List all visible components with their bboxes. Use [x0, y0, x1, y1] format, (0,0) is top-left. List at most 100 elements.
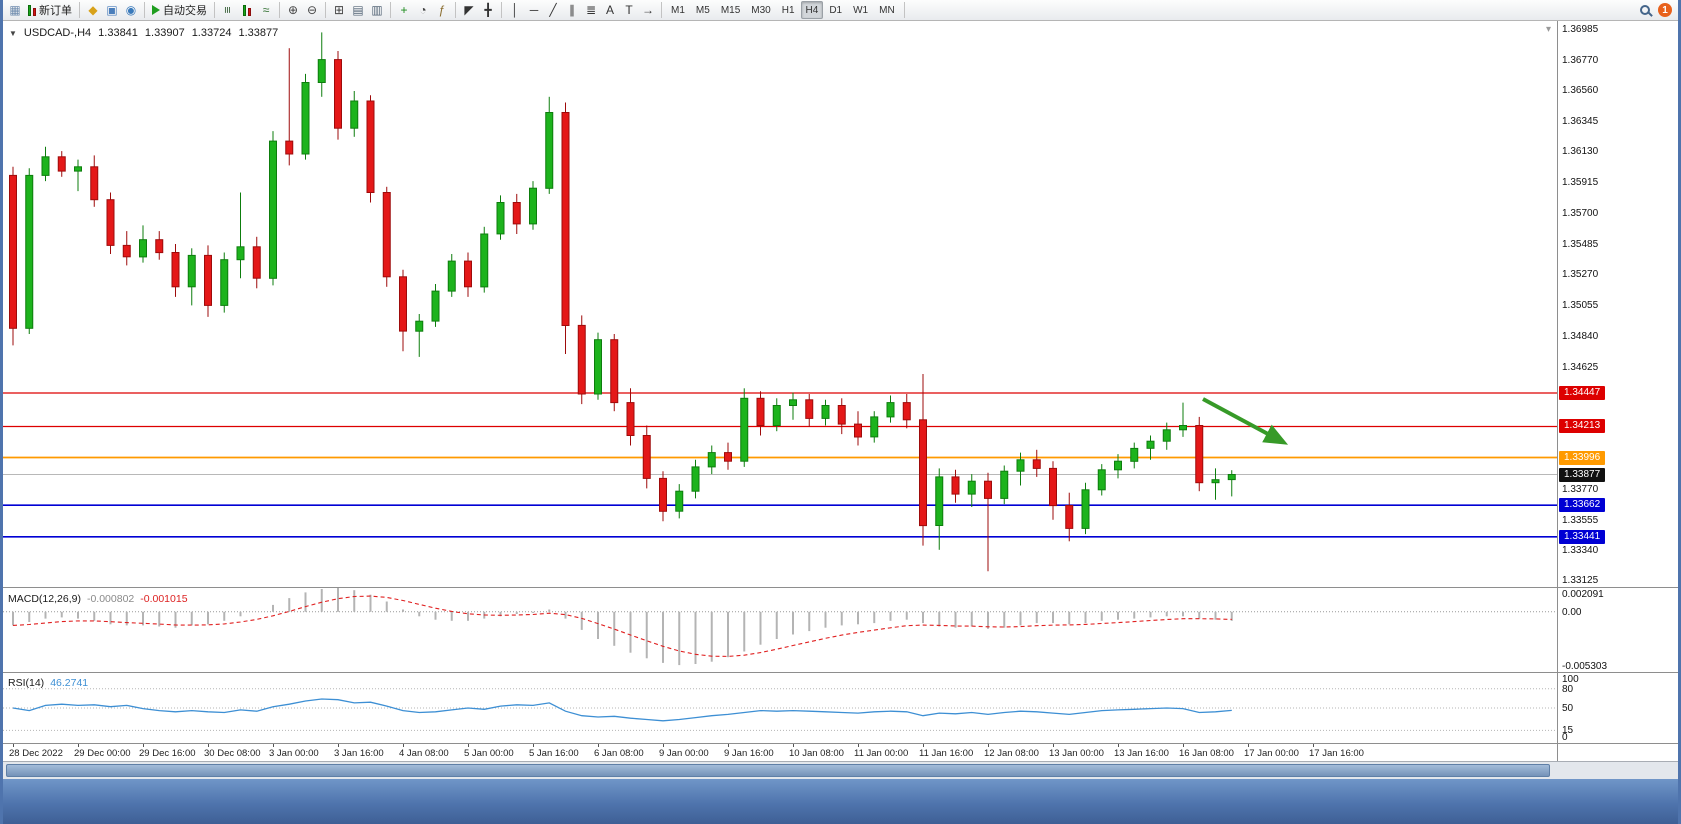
candle — [854, 411, 862, 446]
macd-axis-tick: 0.002091 — [1562, 589, 1604, 600]
toolbar-separator — [325, 2, 326, 18]
candle — [317, 32, 326, 97]
toolbar-separator — [390, 2, 391, 18]
price-badge: 1.33877 — [1559, 468, 1606, 482]
price-tick: 1.35055 — [1562, 300, 1599, 312]
candle — [594, 332, 602, 400]
toolbar-separator — [214, 2, 215, 18]
trendline-icon[interactable]: ╱ — [544, 1, 562, 19]
rsi-header: RSI(14) 46.2741 — [8, 677, 88, 689]
horizontal-scrollbar[interactable] — [3, 761, 1678, 779]
candle — [41, 146, 50, 182]
candle — [496, 195, 505, 240]
candle — [886, 395, 895, 423]
chart-corner-marker[interactable]: ▾ — [1545, 24, 1551, 35]
panel-separator[interactable] — [3, 672, 1678, 673]
tf-M5[interactable]: M5 — [695, 4, 710, 16]
price-tick: 1.34840 — [1562, 330, 1599, 342]
bar-chart-icon: ≡ — [220, 6, 235, 14]
community-icon: ◉ — [125, 3, 137, 17]
candle — [480, 226, 489, 293]
macd-canvas[interactable] — [3, 588, 1557, 672]
tf-M15[interactable]: M15 — [720, 4, 741, 16]
tf-MN[interactable]: MN — [879, 4, 895, 16]
grid-icon[interactable]: ⊞ — [330, 1, 348, 19]
crosshair-icon[interactable]: ╋ — [479, 1, 497, 19]
scrollbar-thumb[interactable] — [6, 764, 1550, 777]
rsi-axis-tick: 15 — [1562, 725, 1574, 737]
toolbar-separator — [455, 2, 456, 18]
time-tick — [338, 744, 339, 747]
tile-windows-icon[interactable]: ▤ — [349, 1, 367, 19]
new-chart-icon: + — [400, 3, 408, 17]
market-icon[interactable]: ▣ — [103, 1, 121, 19]
time-tick — [1183, 744, 1184, 747]
line-chart-icon[interactable]: ≈ — [257, 1, 275, 19]
time-label: 3 Jan 00:00 — [269, 748, 319, 759]
candle — [1097, 464, 1106, 496]
new-order-button[interactable]: 新订单 — [25, 1, 75, 19]
horizontal-line-icon[interactable]: ─ — [525, 1, 543, 19]
candle — [1179, 402, 1187, 437]
tf-H1[interactable]: H1 — [781, 4, 795, 16]
rsi-canvas[interactable] — [3, 673, 1557, 743]
channel-icon[interactable]: ∥ — [563, 1, 581, 19]
candle — [139, 225, 147, 263]
shapes-icon[interactable]: → — [639, 1, 657, 19]
candle — [545, 96, 554, 194]
time-label: 11 Jan 00:00 — [854, 748, 909, 759]
fibonacci-icon[interactable]: ≣ — [582, 1, 600, 19]
time-axis[interactable]: 28 Dec 2022 29 Dec 00:00 29 Dec 16:00 30 De… — [3, 744, 1557, 761]
candle — [821, 399, 830, 426]
bar-chart-icon[interactable]: ≡ — [219, 1, 237, 19]
notification-badge[interactable]: 1 — [1655, 1, 1675, 19]
new-chart-icon[interactable]: + — [395, 1, 413, 19]
community-icon[interactable]: ◉ — [122, 1, 140, 19]
time-label: 5 Jan 16:00 — [529, 748, 579, 759]
toolbar-separator — [144, 2, 145, 18]
badge-count: 1 — [1658, 3, 1672, 17]
line-chart-icon: ≈ — [262, 3, 270, 17]
tf-W1[interactable]: W1 — [853, 4, 869, 16]
auto-trading-button[interactable]: 自动交易 — [149, 1, 210, 19]
price-tick: 1.36345 — [1562, 115, 1599, 127]
zoom-in-icon[interactable]: ⊕ — [284, 1, 302, 19]
vertical-line-icon[interactable]: │ — [506, 1, 524, 19]
signals-icon[interactable]: ◆ — [84, 1, 102, 19]
indicators-icon[interactable]: ƒ — [433, 1, 451, 19]
tf-M1[interactable]: M1 — [671, 4, 685, 16]
tf-D1[interactable]: D1 — [829, 4, 843, 16]
toolbar: ▦ 新订单 ◆ ▣ ◉ 自动交易 ≡ ≈ ⊕ ⊖ ⊞ ▤ ▥ + ◔ ƒ ◤ ╋ │ ─ ╱ ∥ ≣ A T → M1 M5 M15 M3… — [3, 0, 1678, 21]
time-label: 29 Dec 16:00 — [139, 748, 196, 759]
zoom-out-icon[interactable]: ⊖ — [303, 1, 321, 19]
candle — [789, 392, 797, 420]
candle — [756, 391, 765, 436]
rsi-axis-tick: 100 — [1562, 674, 1579, 685]
time-tick — [1118, 744, 1119, 747]
text-icon[interactable]: A — [601, 1, 619, 19]
tf-H4[interactable]: H4 — [800, 1, 824, 19]
cursor-icon[interactable]: ◤ — [460, 1, 478, 19]
cursor-icon: ◤ — [464, 3, 474, 17]
candle — [951, 469, 960, 503]
candle — [805, 394, 814, 427]
candle — [431, 284, 440, 327]
panel-separator[interactable] — [3, 587, 1678, 588]
new-order-button-label: 新订单 — [39, 5, 72, 17]
main-chart-canvas[interactable] — [3, 21, 1557, 587]
shapes-icon: → — [642, 3, 654, 17]
cascade-windows-icon[interactable]: ▥ — [368, 1, 386, 19]
profiles-icon[interactable]: ◔ — [414, 1, 432, 19]
search-icon[interactable] — [1636, 1, 1654, 19]
candle — [691, 459, 700, 499]
trend-arrow-annotation[interactable] — [1202, 397, 1289, 445]
price-axis[interactable]: 1.36985 1.36770 1.36560 1.36345 1.36130 1.359… — [1557, 21, 1677, 761]
candle — [366, 95, 375, 203]
tf-M30[interactable]: M30 — [751, 4, 771, 16]
chart-expander-icon[interactable]: ▼ — [9, 28, 17, 38]
price-tick: 1.33770 — [1562, 483, 1599, 495]
candlestick-chart-icon[interactable] — [238, 1, 256, 19]
ohlc-open: 1.33841 — [98, 27, 138, 39]
label-icon[interactable]: T — [620, 1, 638, 19]
chart-window-icon[interactable]: ▦ — [6, 1, 24, 19]
